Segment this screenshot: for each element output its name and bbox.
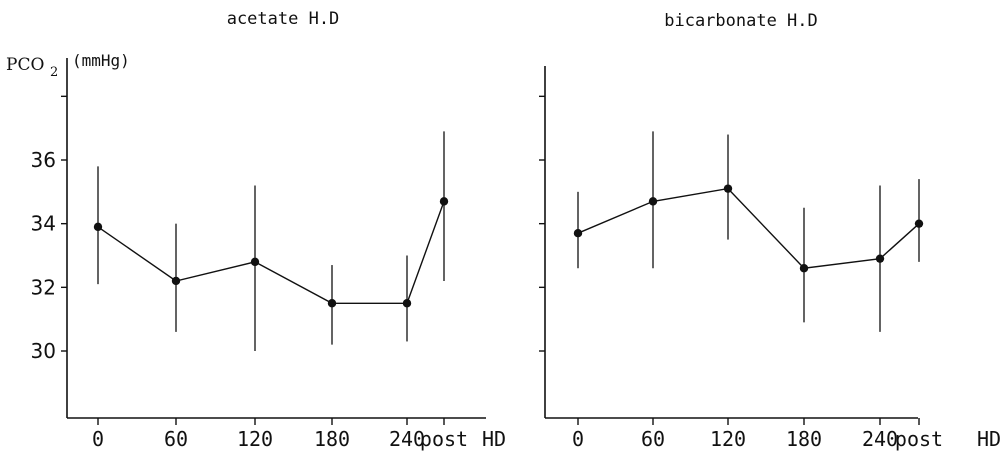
acetate-series-line xyxy=(97,201,445,304)
acetate-x-suffix-label: HD xyxy=(482,427,506,451)
bicarbonate-data-point xyxy=(573,229,583,238)
y-axis-label-units: (mmHg) xyxy=(72,51,130,70)
bicarbonate-x-tick-label: 0 xyxy=(572,427,584,451)
acetate-x-tick-label: 60 xyxy=(164,427,188,451)
acetate-y-tick-label: 30 xyxy=(31,339,56,363)
bicarbonate-x-tick-label: 120 xyxy=(710,427,746,451)
acetate-y-tick-label: 32 xyxy=(31,275,56,299)
acetate-x-tick-label: 240 xyxy=(389,427,425,451)
bicarbonate-x-tick-label: 180 xyxy=(786,427,822,451)
acetate-x-tick-label: post xyxy=(420,427,468,451)
acetate-data-point xyxy=(439,197,449,206)
acetate-data-point xyxy=(327,299,337,308)
acetate-data-point xyxy=(402,299,412,308)
acetate-data-point xyxy=(171,276,181,286)
bicarbonate-x-tick-label: 60 xyxy=(641,427,665,451)
bicarbonate-data-point xyxy=(799,264,809,273)
bicarbonate-data-point xyxy=(648,197,658,206)
bicarbonate-data-point xyxy=(875,254,885,263)
acetate-title: acetate H.D xyxy=(227,9,340,29)
y-axis-label-subscript: 2 xyxy=(50,65,58,80)
acetate-x-tick-label: 180 xyxy=(314,427,350,451)
bicarbonate-x-tick-label: post xyxy=(895,427,943,451)
bicarbonate-data-point xyxy=(914,219,924,228)
bicarbonate-data-point xyxy=(723,184,733,193)
y-axis-label-main: PCO xyxy=(6,55,44,75)
bicarbonate-series-line xyxy=(577,187,920,269)
acetate-y-tick-label: 36 xyxy=(31,148,56,172)
acetate-x-tick-label: 0 xyxy=(92,427,104,451)
acetate-x-tick-label: 120 xyxy=(237,427,273,451)
acetate-data-point xyxy=(250,257,260,267)
bicarbonate-x-suffix-label: HD xyxy=(977,427,1001,451)
bicarbonate-x-tick-label: 240 xyxy=(862,427,898,451)
acetate-data-point xyxy=(93,222,103,232)
bicarbonate-title: bicarbonate H.D xyxy=(664,11,818,31)
y-axis-label: PCO 2 (mmHg) xyxy=(6,51,130,80)
acetate-y-tick-label: 34 xyxy=(31,212,56,236)
